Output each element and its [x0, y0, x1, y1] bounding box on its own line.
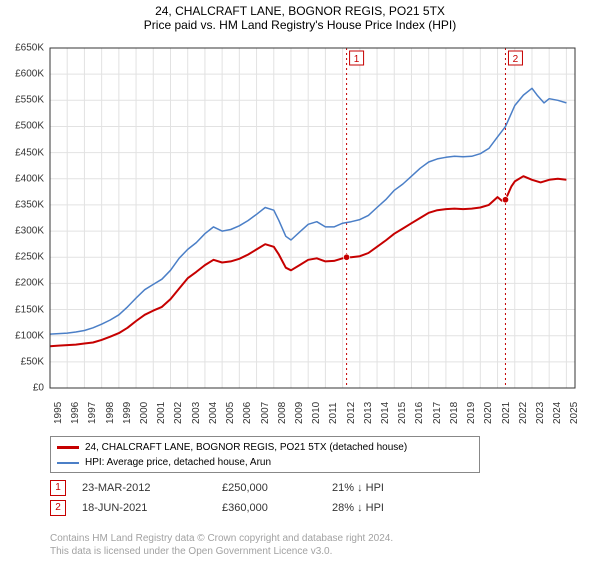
- legend-swatch: [57, 462, 79, 464]
- chart-subtitle: Price paid vs. HM Land Registry's House …: [0, 18, 600, 32]
- sale-hpi: 21% ↓ HPI: [332, 482, 452, 494]
- x-tick-label: 2002: [173, 402, 184, 424]
- y-axis-labels: £0£50K£100K£150K£200K£250K£300K£350K£400…: [0, 48, 48, 388]
- x-tick-label: 2012: [346, 402, 357, 424]
- sale-badge: 2: [50, 500, 66, 516]
- legend-label: 24, CHALCRAFT LANE, BOGNOR REGIS, PO21 5…: [85, 440, 407, 455]
- sale-badge: 1: [50, 480, 66, 496]
- sale-date: 18-JUN-2021: [82, 502, 222, 514]
- footer-line-1: Contains HM Land Registry data © Crown c…: [50, 532, 570, 545]
- legend-row: 24, CHALCRAFT LANE, BOGNOR REGIS, PO21 5…: [57, 440, 473, 455]
- x-tick-label: 2000: [139, 402, 150, 424]
- x-tick-label: 1999: [122, 402, 133, 424]
- legend-swatch: [57, 446, 79, 449]
- x-axis-labels: 1995 1996 1997 1998 1999 2000 2001 2002 2003 2004…: [50, 390, 575, 432]
- footer-attribution: Contains HM Land Registry data © Crown c…: [50, 532, 570, 558]
- x-tick-label: 2008: [277, 402, 288, 424]
- x-tick-label: 2003: [191, 402, 202, 424]
- x-tick-label: 1995: [53, 402, 64, 424]
- y-tick-label: £500K: [15, 121, 44, 132]
- x-tick-label: 2010: [311, 402, 322, 424]
- x-tick-label: 2020: [483, 402, 494, 424]
- x-tick-label: 1996: [70, 402, 81, 424]
- y-tick-label: £250K: [15, 252, 44, 263]
- y-tick-label: £0: [33, 383, 44, 394]
- x-tick-label: 2016: [414, 402, 425, 424]
- sale-price: £250,000: [222, 482, 332, 494]
- x-tick-label: 2018: [449, 402, 460, 424]
- x-tick-label: 2015: [397, 402, 408, 424]
- x-tick-label: 2013: [363, 402, 374, 424]
- x-tick-label: 2021: [501, 402, 512, 424]
- x-tick-label: 2024: [552, 402, 563, 424]
- sale-row: 2 18-JUN-2021£360,00028% ↓ HPI: [50, 498, 550, 518]
- y-tick-label: £50K: [21, 356, 44, 367]
- x-tick-label: 2011: [328, 402, 339, 424]
- x-tick-label: 2004: [208, 402, 219, 424]
- y-tick-label: £100K: [15, 330, 44, 341]
- y-tick-label: £150K: [15, 304, 44, 315]
- x-tick-label: 2005: [225, 402, 236, 424]
- x-tick-label: 1998: [105, 402, 116, 424]
- sale-hpi: 28% ↓ HPI: [332, 502, 452, 514]
- x-tick-label: 1997: [87, 402, 98, 424]
- y-tick-label: £550K: [15, 95, 44, 106]
- chart-container: 24, CHALCRAFT LANE, BOGNOR REGIS, PO21 5…: [0, 4, 600, 564]
- sale-price: £360,000: [222, 502, 332, 514]
- x-tick-label: 2017: [432, 402, 443, 424]
- x-tick-label: 2009: [294, 402, 305, 424]
- legend: 24, CHALCRAFT LANE, BOGNOR REGIS, PO21 5…: [50, 436, 480, 473]
- x-tick-label: 2014: [380, 402, 391, 424]
- svg-text:2: 2: [513, 54, 519, 65]
- sale-date: 23-MAR-2012: [82, 482, 222, 494]
- y-tick-label: £600K: [15, 69, 44, 80]
- x-tick-label: 2023: [535, 402, 546, 424]
- chart-title: 24, CHALCRAFT LANE, BOGNOR REGIS, PO21 5…: [0, 4, 600, 18]
- plot-area: 12: [50, 48, 575, 388]
- legend-label: HPI: Average price, detached house, Arun: [85, 455, 271, 470]
- svg-text:1: 1: [354, 54, 360, 65]
- y-tick-label: £200K: [15, 278, 44, 289]
- x-tick-label: 2019: [466, 402, 477, 424]
- x-tick-label: 2007: [260, 402, 271, 424]
- sales-table: 1 23-MAR-2012£250,00021% ↓ HPI 2 18-JUN-202…: [50, 478, 550, 518]
- x-tick-label: 2001: [156, 402, 167, 424]
- y-tick-label: £300K: [15, 226, 44, 237]
- x-tick-label: 2025: [569, 402, 580, 424]
- footer-line-2: This data is licensed under the Open Gov…: [50, 545, 570, 558]
- plot-svg: 12: [50, 48, 575, 388]
- sale-row: 1 23-MAR-2012£250,00021% ↓ HPI: [50, 478, 550, 498]
- y-tick-label: £650K: [15, 43, 44, 54]
- x-tick-label: 2022: [518, 402, 529, 424]
- x-tick-label: 2006: [242, 402, 253, 424]
- y-tick-label: £350K: [15, 199, 44, 210]
- y-tick-label: £400K: [15, 173, 44, 184]
- y-tick-label: £450K: [15, 147, 44, 158]
- legend-row: HPI: Average price, detached house, Arun: [57, 455, 473, 470]
